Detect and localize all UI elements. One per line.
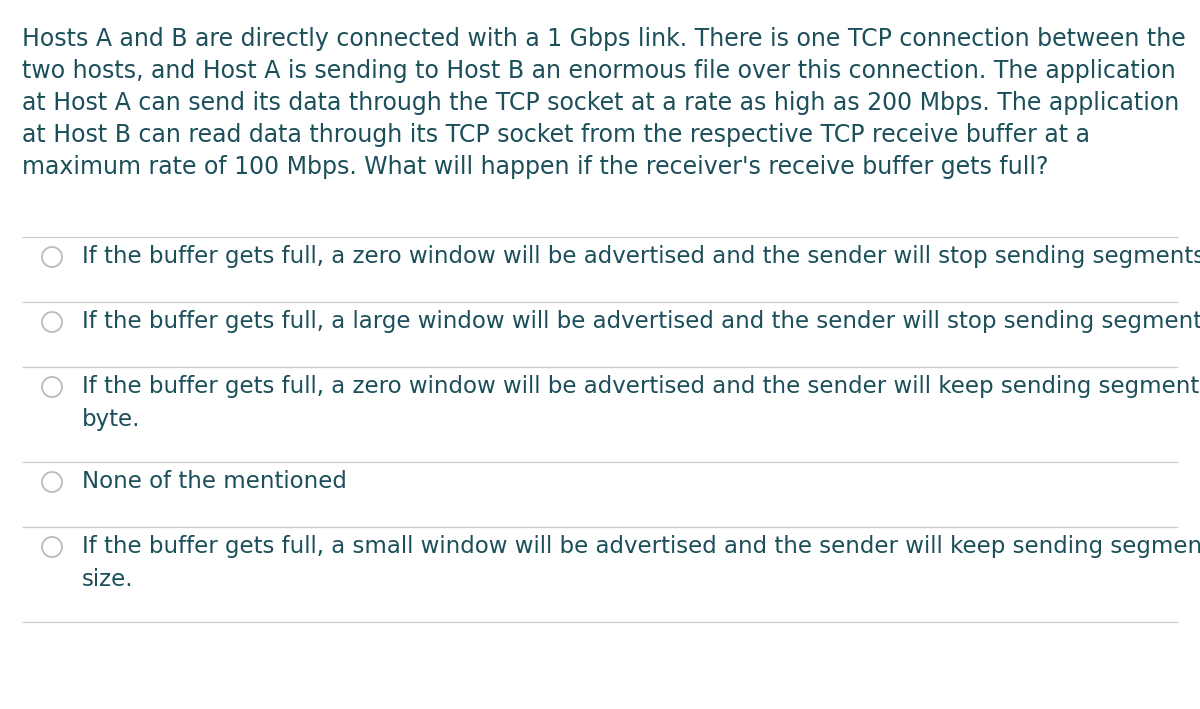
Text: None of the mentioned: None of the mentioned <box>82 470 347 493</box>
Text: If the buffer gets full, a small window will be advertised and the sender will k: If the buffer gets full, a small window … <box>82 535 1200 591</box>
Text: two hosts, and Host A is sending to Host B an enormous file over this connection: two hosts, and Host A is sending to Host… <box>22 59 1176 83</box>
Text: maximum rate of 100 Mbps. What will happen if the receiver's receive buffer gets: maximum rate of 100 Mbps. What will happ… <box>22 155 1049 179</box>
Text: Hosts A and B are directly connected with a 1 Gbps link. There is one TCP connec: Hosts A and B are directly connected wit… <box>22 27 1186 51</box>
Text: at Host B can read data through its TCP socket from the respective TCP receive b: at Host B can read data through its TCP … <box>22 123 1090 147</box>
Text: If the buffer gets full, a zero window will be advertised and the sender will ke: If the buffer gets full, a zero window w… <box>82 375 1200 431</box>
Text: If the buffer gets full, a zero window will be advertised and the sender will st: If the buffer gets full, a zero window w… <box>82 245 1200 268</box>
Text: at Host A can send its data through the TCP socket at a rate as high as 200 Mbps: at Host A can send its data through the … <box>22 91 1180 115</box>
Text: If the buffer gets full, a large window will be advertised and the sender will s: If the buffer gets full, a large window … <box>82 310 1200 333</box>
